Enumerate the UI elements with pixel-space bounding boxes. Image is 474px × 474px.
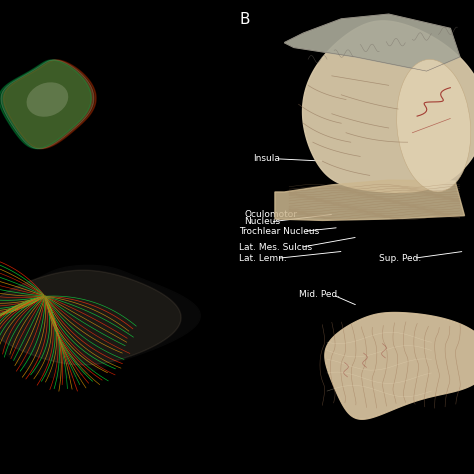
Polygon shape (0, 270, 181, 365)
Polygon shape (325, 312, 474, 419)
Text: Oculomotor: Oculomotor (244, 210, 297, 219)
Text: Lat. Mes. Sulcus: Lat. Mes. Sulcus (239, 243, 312, 252)
Text: Insula: Insula (254, 155, 281, 163)
Polygon shape (275, 180, 465, 220)
Polygon shape (302, 21, 474, 192)
Text: Nucleus: Nucleus (244, 218, 280, 226)
Ellipse shape (27, 82, 68, 117)
Text: Lat. Lemn.: Lat. Lemn. (239, 254, 287, 263)
Polygon shape (284, 14, 460, 71)
Ellipse shape (397, 59, 471, 192)
Polygon shape (1, 60, 94, 148)
Text: Sup. Ped.: Sup. Ped. (379, 254, 421, 263)
Text: Trochlear Nucleus: Trochlear Nucleus (239, 227, 319, 236)
Polygon shape (0, 60, 91, 148)
Text: Mid. Ped.: Mid. Ped. (299, 291, 340, 299)
Polygon shape (0, 265, 200, 378)
Polygon shape (3, 60, 96, 148)
Text: B: B (239, 12, 250, 27)
